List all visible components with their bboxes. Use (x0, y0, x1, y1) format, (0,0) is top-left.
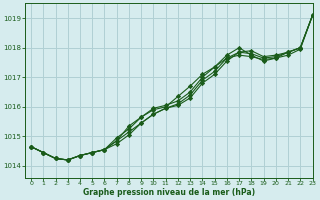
X-axis label: Graphe pression niveau de la mer (hPa): Graphe pression niveau de la mer (hPa) (83, 188, 255, 197)
